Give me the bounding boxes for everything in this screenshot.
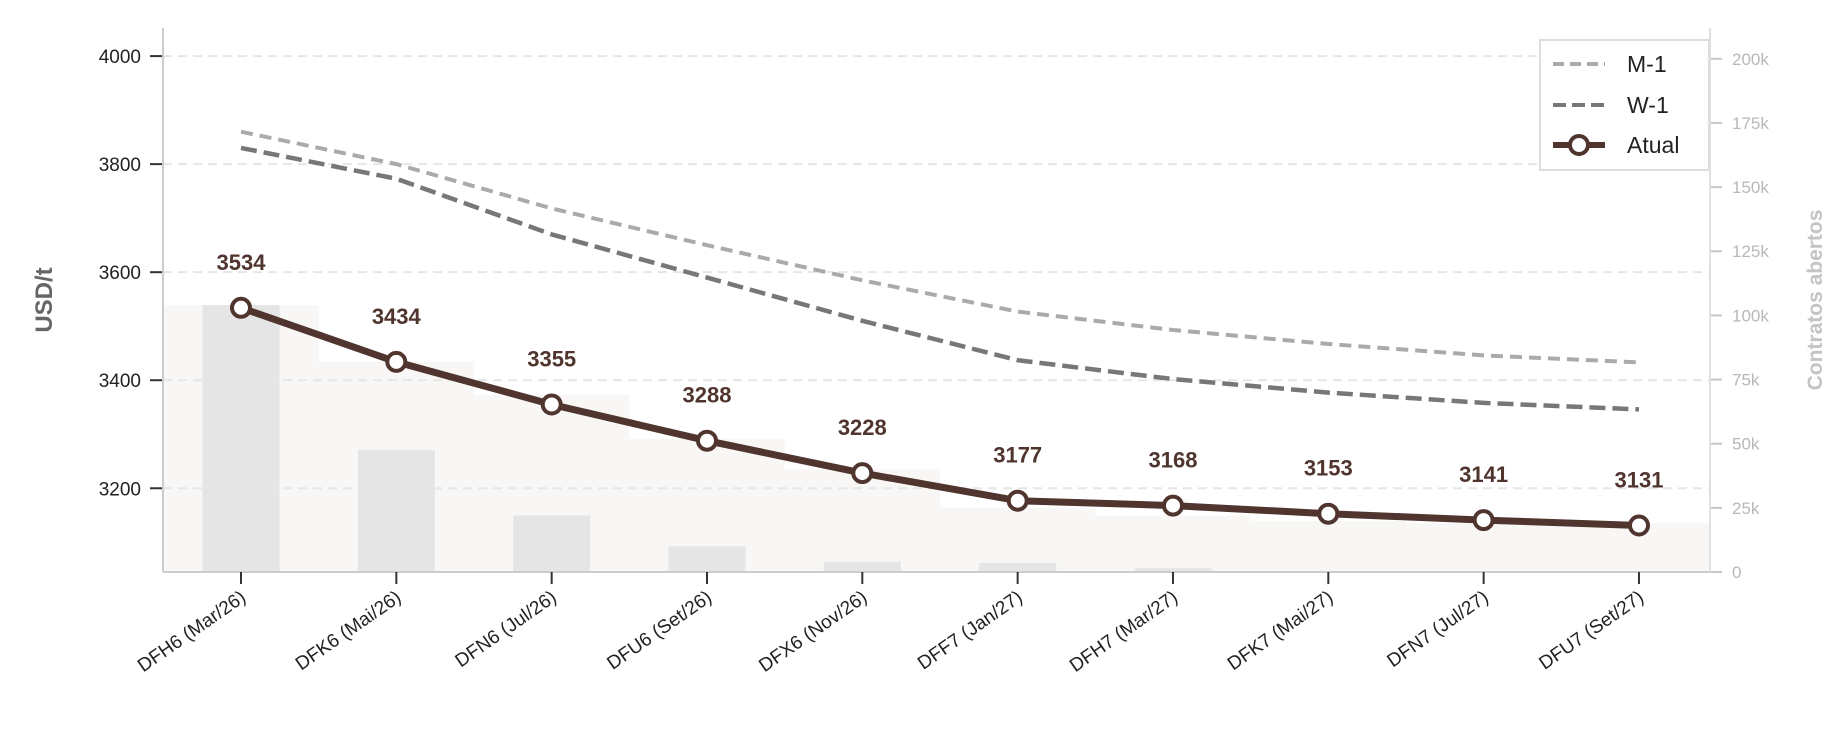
data-label: 3228 [838, 415, 887, 440]
series-lines-layer [239, 129, 1640, 529]
open-interest-bar [202, 305, 280, 572]
x-tick-label: DFH6 (Mar/26) [134, 587, 250, 677]
open-interest-bars-layer [202, 305, 1212, 572]
y-right-tick-label: 75k [1732, 371, 1760, 390]
atual-point [1006, 489, 1029, 512]
markers-layer [230, 296, 1650, 537]
legend-label-m1: M-1 [1627, 51, 1667, 77]
y-tick-label: 3400 [99, 371, 141, 392]
y-right-tick-label: 50k [1732, 435, 1760, 454]
y-right-tick-label: 0 [1732, 563, 1741, 582]
y-axis-right-title: Contratos abertos [1804, 210, 1827, 391]
y-tick-label: 3600 [99, 263, 141, 284]
series-line-w1 [240, 145, 1640, 412]
data-label: 3177 [993, 443, 1042, 468]
series-line-m1 [240, 129, 1640, 365]
legend-marker-atual [1568, 134, 1590, 156]
atual-point [851, 462, 874, 485]
series-line-atual [239, 304, 1640, 529]
atual-point [1628, 514, 1650, 537]
data-label: 3355 [527, 347, 576, 372]
atual-point [1317, 502, 1340, 525]
y-right-tick-label: 100k [1732, 306, 1769, 325]
open-interest-bar [823, 561, 901, 572]
legend: M-1 W-1 Atual [1539, 39, 1710, 171]
open-interest-bar [513, 515, 591, 572]
open-interest-bar [979, 563, 1057, 572]
data-label: 3168 [1149, 448, 1198, 473]
atual-point [696, 429, 718, 452]
data-label: 3131 [1615, 468, 1664, 493]
x-tick-label: DFF7 (Jan/27) [914, 587, 1026, 674]
y-right-tick-label: 175k [1732, 114, 1769, 133]
data-label: 3153 [1304, 456, 1353, 481]
open-interest-area [163, 305, 1710, 572]
atual-point [1472, 509, 1495, 532]
data-label: 3288 [683, 383, 732, 408]
y-tick-label: 3800 [99, 155, 141, 176]
x-tick-label: DFX6 (Nov/26) [755, 587, 871, 677]
x-tick-label: DFK7 (Mai/27) [1224, 587, 1337, 675]
y-right-tick-label: 25k [1732, 499, 1760, 518]
data-label: 3141 [1459, 462, 1508, 487]
data-labels-layer: 3534 3434 3355 3288 3228 3177 3168 3153 3141 3131 [217, 250, 1664, 493]
atual-point [1162, 494, 1184, 517]
open-interest-area-layer [163, 305, 1710, 572]
y-tick-label: 4000 [99, 47, 141, 68]
y-right-tick-label: 200k [1732, 50, 1769, 69]
x-tick-label: DFU7 (Set/27) [1535, 587, 1647, 674]
legend-label-atual: Atual [1627, 132, 1679, 158]
y-right-tick-label: 125k [1732, 242, 1769, 261]
atual-point [540, 393, 563, 416]
atual-point [385, 350, 408, 373]
x-tick-label: DFN7 (Jul/27) [1384, 587, 1493, 672]
x-tick-label: DFN6 (Jul/26) [452, 587, 561, 672]
x-tick-label: DFH7 (Mar/27) [1066, 587, 1182, 677]
x-tick-label: DFU6 (Set/26) [603, 587, 715, 674]
x-tick-label: DFK6 (Mai/26) [292, 587, 405, 675]
open-interest-bar [668, 546, 746, 572]
y-tick-label: 3200 [99, 479, 141, 500]
y-right-tick-label: 150k [1732, 178, 1769, 197]
open-interest-bar [1134, 568, 1212, 572]
y-axis-title: USD/t [31, 267, 58, 332]
open-interest-bar [357, 450, 435, 572]
axes-layer: 3200 3400 3600 3800 4000 0 25k 50k 75k 100k 125k 15… [99, 28, 1769, 677]
legend-box [1539, 39, 1710, 171]
data-label: 3434 [372, 304, 422, 329]
data-label: 3534 [217, 250, 267, 275]
atual-point [230, 296, 252, 319]
legend-label-w1: W-1 [1627, 92, 1669, 118]
